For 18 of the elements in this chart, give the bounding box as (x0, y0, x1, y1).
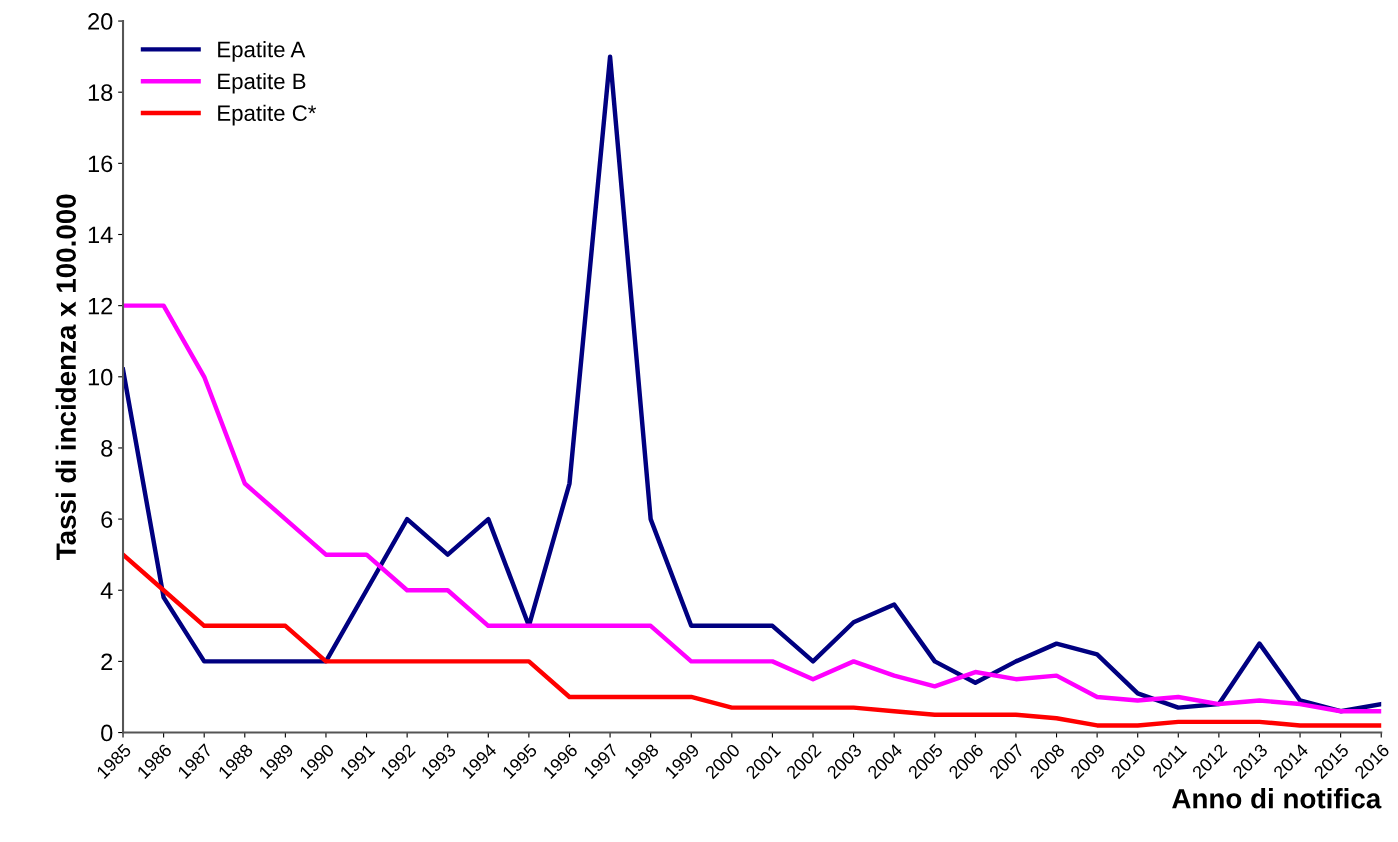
y-tick-label: 16 (88, 155, 113, 173)
y-tick-label: 10 (88, 368, 113, 386)
y-axis-title: Tassi di incidenza x 100.000 (55, 194, 76, 560)
line-series (123, 303, 1382, 714)
y-tick-label: 12 (88, 297, 113, 315)
y-tick-label: 14 (88, 226, 113, 244)
x-axis-title: Anno di notifica (1172, 788, 1382, 809)
y-tick-label: 0 (101, 724, 113, 742)
y-tick-label: 6 (101, 511, 113, 528)
y-tick-label: 18 (88, 84, 113, 101)
legend-label: Epatite B (218, 72, 306, 94)
legend-label: Epatite C* (218, 104, 317, 126)
line-series (123, 552, 1382, 728)
y-tick-label: 20 (88, 13, 113, 30)
y-tick-label: 2 (101, 653, 113, 670)
legend-label: Epatite A (218, 41, 306, 62)
y-tick-label: 8 (101, 440, 113, 457)
y-tick-label: 4 (100, 582, 113, 599)
